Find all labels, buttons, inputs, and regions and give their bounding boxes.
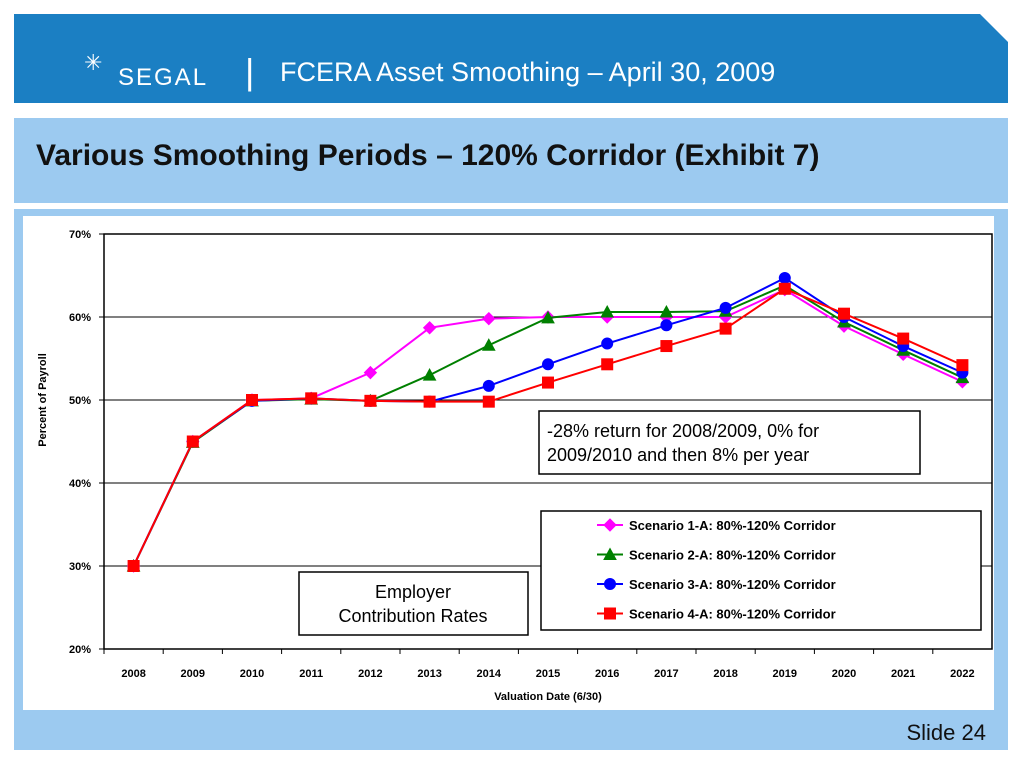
data-point	[601, 358, 614, 371]
data-point	[603, 518, 617, 532]
x-tick-label: 2019	[773, 668, 797, 680]
data-point	[838, 307, 850, 320]
y-tick-label: 40%	[69, 478, 91, 490]
data-point	[603, 547, 617, 560]
x-tick-label: 2020	[832, 668, 856, 680]
return-assumption-box	[538, 410, 921, 475]
data-point	[719, 301, 732, 314]
segal-logo: SEGAL	[118, 64, 209, 91]
employer-label-box	[298, 571, 529, 636]
line-chart: 20% 30% 40% 50% 60% 70% 2008 2009 2010 2011 2012 20…	[37, 229, 993, 703]
data-point	[659, 304, 674, 318]
data-point	[541, 310, 555, 324]
logo-divider: |	[245, 51, 255, 92]
data-point	[719, 322, 732, 335]
x-tick-label: 2022	[950, 668, 974, 680]
x-tick-label: 2018	[713, 668, 737, 680]
data-point	[481, 338, 496, 351]
data-point	[600, 304, 615, 318]
data-point	[660, 340, 673, 353]
employer-label-text: Employer	[375, 582, 451, 602]
data-point	[604, 607, 616, 620]
series-4	[127, 282, 969, 572]
data-point	[601, 337, 614, 350]
x-tick-label: 2014	[477, 668, 502, 680]
x-axis-title: Valuation Date (6/30)	[494, 691, 602, 703]
data-point	[127, 560, 140, 572]
legend-label: Scenario 2-A: 80%-120% Corridor	[629, 548, 836, 563]
data-point	[482, 311, 496, 326]
x-tick-label: 2013	[417, 668, 441, 680]
data-point	[305, 392, 318, 405]
x-tick-label: 2011	[299, 668, 323, 680]
y-tick-label: 60%	[69, 312, 91, 324]
y-tick-label: 70%	[69, 229, 91, 241]
legend-item: Scenario 2-A: 80%-120% Corridor	[597, 547, 836, 563]
data-point	[422, 321, 437, 335]
data-point	[423, 395, 436, 408]
data-point	[604, 578, 616, 590]
y-tick-label: 20%	[69, 644, 91, 656]
data-point	[660, 319, 673, 332]
return-assumption-text: -28% return for 2008/2009, 0% for	[547, 421, 819, 441]
x-tick-label: 2016	[595, 668, 619, 680]
x-tick-label: 2009	[181, 668, 205, 680]
legend-item: Scenario 3-A: 80%-120% Corridor	[597, 577, 836, 592]
title-band	[14, 118, 1008, 203]
x-tick-label: 2017	[654, 668, 678, 680]
data-point	[482, 379, 495, 392]
slide-title: Various Smoothing Periods – 120% Corrido…	[36, 139, 820, 172]
data-point	[956, 359, 969, 372]
data-point	[542, 358, 554, 371]
plot-area	[103, 233, 993, 650]
legend-label: Scenario 3-A: 80%-120% Corridor	[629, 577, 836, 592]
legend-item: Scenario 4-A: 80%-120% Corridor	[597, 607, 836, 622]
legend-label: Scenario 1-A: 80%-120% Corridor	[629, 518, 836, 533]
data-point	[246, 394, 258, 406]
segal-star-icon: ✳	[84, 50, 103, 75]
x-tick-label: 2010	[240, 668, 264, 680]
data-point	[482, 395, 495, 408]
data-point	[363, 365, 378, 380]
chart-panel: 20% 30% 40% 50% 60% 70% 2008 2009 2010 2011 2012 20…	[23, 216, 994, 710]
x-tick-label: 2015	[536, 668, 560, 680]
legend-item: Scenario 1-A: 80%-120% Corridor	[597, 518, 836, 533]
employer-label-text: Contribution Rates	[338, 606, 487, 626]
data-point	[186, 435, 199, 448]
data-point	[542, 376, 554, 389]
return-assumption-text: 2009/2010 and then 8% per year	[547, 445, 809, 465]
y-axis-title: Percent of Payroll	[37, 353, 49, 447]
data-point	[897, 332, 910, 345]
header-bar: ✳ SEGAL | FCERA Asset Smoothing – April …	[14, 14, 1008, 103]
y-tick-label: 30%	[69, 561, 91, 573]
legend-label: Scenario 4-A: 80%-120% Corridor	[629, 607, 836, 622]
data-point	[778, 282, 791, 295]
x-tick-label: 2008	[121, 668, 145, 680]
y-tick-label: 50%	[69, 395, 91, 407]
data-point	[422, 368, 437, 381]
slide-number: Slide 24	[906, 720, 986, 745]
header-title: FCERA Asset Smoothing – April 30, 2009	[280, 57, 776, 87]
x-tick-label: 2012	[358, 668, 382, 680]
data-point	[364, 394, 377, 407]
x-tick-label: 2021	[891, 668, 915, 680]
data-point	[778, 271, 791, 284]
